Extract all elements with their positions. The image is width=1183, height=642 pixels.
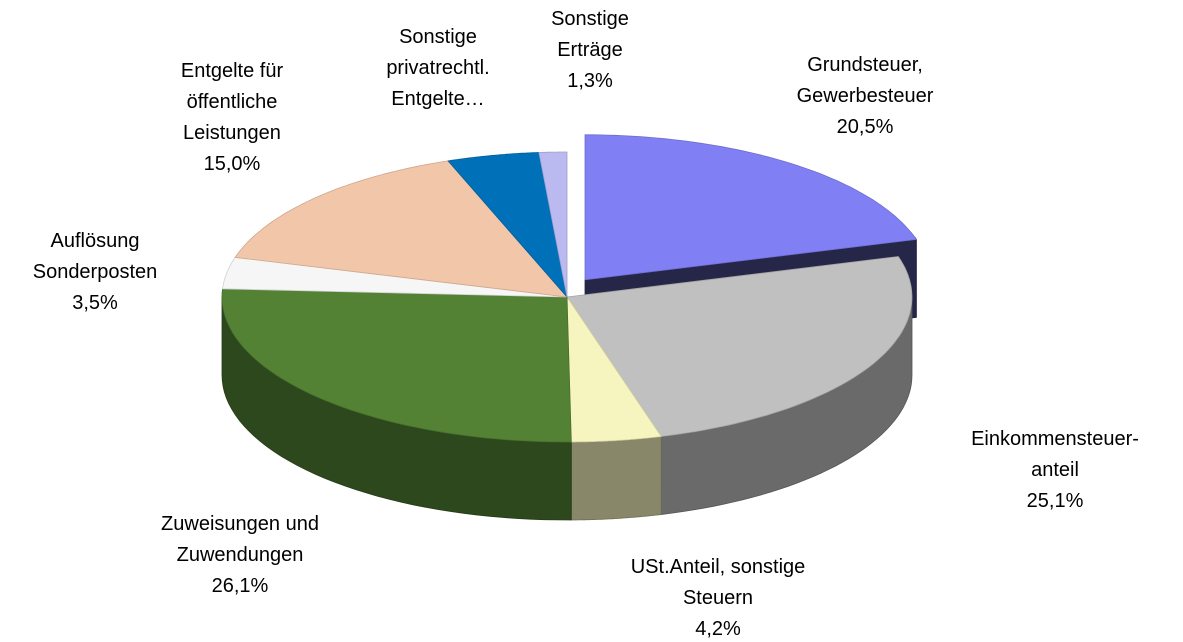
slice: [538, 151, 568, 298]
category-name: Entgelte für öffentliche Leistungen: [180, 60, 284, 144]
category-name: Einkommensteuer- anteil: [971, 428, 1139, 481]
value-label: 15,0%: [203, 153, 261, 175]
slice: [447, 152, 568, 299]
slice: [566, 256, 913, 437]
slice: [234, 160, 568, 298]
slice-label: Sonstige Erträge 1,3%: [551, 4, 629, 97]
slice-label: Einkommensteuer- anteil 25,1%: [971, 424, 1139, 517]
category-name: Grundsteuer, Gewerbesteuer: [796, 54, 934, 107]
value-label: 4,2%: [695, 618, 741, 640]
category-name: USt.Anteil, sonstige Steuern: [630, 556, 806, 609]
slice: [566, 295, 662, 443]
category-name: Zuweisungen und Zuwendungen: [161, 513, 319, 566]
value-label: 1,3%: [567, 70, 613, 92]
category-name: Auflösung Sonderposten: [32, 230, 158, 283]
slice-label: Zuweisungen und Zuwendungen 26,1%: [161, 509, 319, 602]
value-label: 3,5%: [72, 292, 118, 314]
slice-label: Auflösung Sonderposten 3,5%: [33, 226, 158, 319]
value-label: 20,5%: [836, 116, 894, 138]
slice-label: USt.Anteil, sonstige Steuern 4,2%: [631, 552, 806, 642]
slice: [584, 134, 918, 281]
category-name: Sonstige privatrechtl. Entgelte…: [386, 26, 490, 110]
slice-side: [570, 436, 662, 521]
category-name: Sonstige Erträge: [551, 8, 629, 61]
slice-label: Sonstige privatrechtl. Entgelte…: [386, 22, 489, 115]
slice: [221, 288, 572, 443]
slice-label: Entgelte für öffentliche Leistungen 15,0%: [181, 56, 283, 180]
value-label: 26,1%: [211, 575, 269, 597]
value-label: 25,1%: [1026, 490, 1084, 512]
slice-label: Grundsteuer, Gewerbesteuer 20,5%: [797, 50, 934, 143]
